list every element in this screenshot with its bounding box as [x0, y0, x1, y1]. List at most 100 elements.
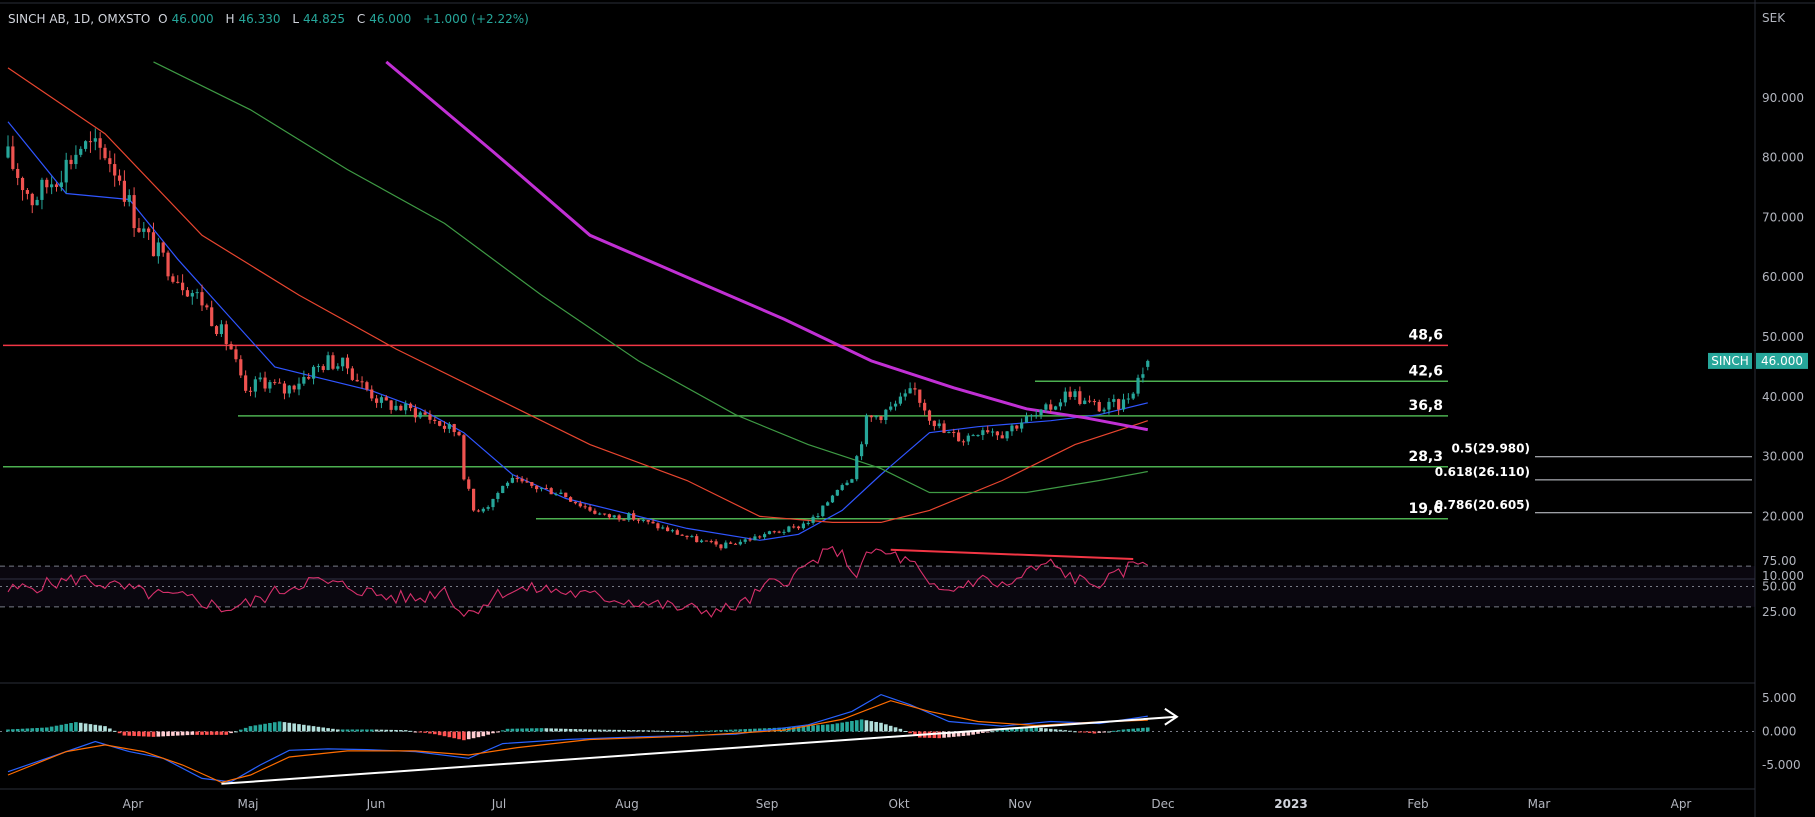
candle[interactable]	[316, 363, 320, 373]
candle[interactable]	[714, 539, 718, 547]
macd-histogram-bar[interactable]	[471, 731, 476, 739]
candle[interactable]	[549, 487, 553, 495]
candle[interactable]	[195, 288, 199, 299]
candle[interactable]	[263, 371, 267, 392]
candle[interactable]	[874, 415, 878, 420]
macd-histogram-bar[interactable]	[205, 731, 209, 735]
macd-histogram-bar[interactable]	[515, 728, 520, 732]
candle[interactable]	[840, 483, 844, 492]
candle[interactable]	[1146, 359, 1150, 371]
candle[interactable]	[253, 376, 257, 398]
macd-line[interactable]	[7, 693, 1148, 783]
macd-histogram-bar[interactable]	[680, 731, 684, 733]
macd-histogram-bar[interactable]	[835, 723, 840, 732]
candle[interactable]	[763, 532, 767, 540]
macd-histogram-bar[interactable]	[1044, 728, 1048, 732]
candle[interactable]	[680, 533, 684, 536]
macd-histogram-bar[interactable]	[185, 731, 190, 736]
macd-histogram-bar[interactable]	[1141, 727, 1145, 732]
candle[interactable]	[472, 488, 476, 512]
candle[interactable]	[302, 370, 306, 386]
macd-histogram-bar[interactable]	[1136, 728, 1140, 732]
candle[interactable]	[59, 170, 63, 192]
macd-histogram-bar[interactable]	[990, 731, 995, 733]
macd-histogram-bar[interactable]	[336, 729, 340, 732]
candle[interactable]	[1034, 410, 1038, 419]
candle[interactable]	[50, 176, 54, 195]
macd-histogram-bar[interactable]	[520, 728, 524, 732]
moving-average-line[interactable]	[153, 61, 1148, 494]
candle[interactable]	[942, 420, 946, 434]
candle[interactable]	[486, 505, 490, 511]
macd-histogram-bar[interactable]	[1097, 731, 1102, 733]
macd-histogram-bar[interactable]	[345, 729, 350, 732]
candle[interactable]	[515, 474, 519, 483]
candle[interactable]	[311, 365, 316, 385]
candle[interactable]	[79, 146, 83, 158]
candle[interactable]	[345, 354, 350, 375]
macd-histogram-bar[interactable]	[331, 728, 335, 732]
macd-histogram-bar[interactable]	[282, 722, 287, 732]
candle[interactable]	[1092, 398, 1096, 406]
candle[interactable]	[210, 300, 214, 327]
macd-histogram-bar[interactable]	[6, 729, 10, 732]
macd-histogram-bar[interactable]	[437, 731, 442, 736]
candle[interactable]	[588, 504, 592, 513]
candle[interactable]	[598, 512, 602, 516]
candle[interactable]	[559, 489, 563, 495]
macd-histogram-bar[interactable]	[951, 731, 956, 737]
candle[interactable]	[724, 540, 728, 549]
macd-histogram-bar[interactable]	[631, 730, 636, 732]
candle[interactable]	[889, 401, 893, 412]
macd-histogram-bar[interactable]	[302, 724, 306, 732]
macd-histogram-bar[interactable]	[200, 731, 204, 735]
candle[interactable]	[801, 521, 805, 530]
macd-histogram-bar[interactable]	[54, 725, 59, 732]
macd-histogram-bar[interactable]	[699, 730, 704, 732]
candle[interactable]	[607, 513, 611, 520]
candle[interactable]	[816, 513, 820, 519]
candle[interactable]	[932, 420, 936, 431]
macd-histogram-bar[interactable]	[399, 730, 403, 732]
macd-histogram-bar[interactable]	[937, 731, 941, 739]
macd-histogram-bar[interactable]	[1048, 728, 1053, 732]
candle[interactable]	[646, 519, 650, 525]
macd-histogram-bar[interactable]	[229, 731, 233, 734]
macd-histogram-bar[interactable]	[486, 731, 490, 735]
candle[interactable]	[704, 540, 708, 542]
candle[interactable]	[491, 498, 495, 511]
candle[interactable]	[404, 400, 408, 415]
candle[interactable]	[869, 414, 873, 422]
candle[interactable]	[1020, 418, 1024, 433]
candle[interactable]	[525, 477, 529, 483]
candle[interactable]	[544, 484, 548, 490]
candle[interactable]	[1044, 402, 1048, 413]
macd-histogram-bar[interactable]	[719, 730, 723, 732]
macd-histogram-bar[interactable]	[724, 729, 728, 732]
macd-histogram-bar[interactable]	[796, 726, 801, 732]
macd-histogram-bar[interactable]	[961, 731, 966, 736]
candle[interactable]	[627, 511, 631, 522]
candle[interactable]	[69, 155, 73, 170]
candle[interactable]	[438, 420, 442, 427]
macd-histogram-bar[interactable]	[1087, 731, 1092, 733]
macd-histogram-bar[interactable]	[243, 727, 248, 732]
candle[interactable]	[952, 428, 956, 438]
macd-histogram-bar[interactable]	[1058, 729, 1063, 732]
candle[interactable]	[772, 530, 776, 534]
macd-histogram-bar[interactable]	[127, 731, 132, 736]
candle[interactable]	[20, 176, 25, 201]
candle[interactable]	[1136, 374, 1140, 397]
macd-histogram-bar[interactable]	[190, 731, 195, 735]
moving-average-line[interactable]	[7, 121, 1148, 541]
macd-histogram-bar[interactable]	[1078, 731, 1082, 733]
candle[interactable]	[569, 496, 573, 503]
macd-histogram-bar[interactable]	[840, 722, 844, 732]
candle[interactable]	[787, 525, 791, 533]
candle[interactable]	[530, 481, 534, 489]
macd-histogram-bar[interactable]	[728, 729, 733, 732]
candle[interactable]	[903, 389, 907, 401]
macd-histogram-bar[interactable]	[510, 728, 515, 732]
macd-histogram-bar[interactable]	[161, 731, 165, 737]
